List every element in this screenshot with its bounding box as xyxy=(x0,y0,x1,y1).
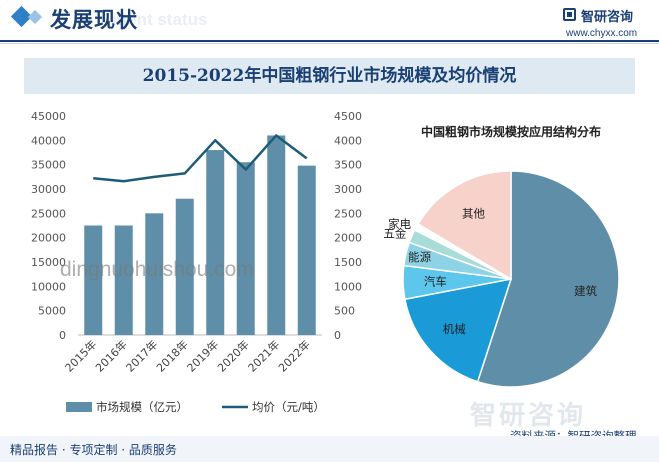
y-right-tick-label: 2000 xyxy=(334,232,362,245)
pie-slice-label: 机械 xyxy=(443,322,466,336)
y-left-tick-label: 10000 xyxy=(31,280,66,293)
brand-name: 智研咨询 xyxy=(581,10,634,25)
y-right-tick-label: 1500 xyxy=(334,256,362,269)
x-tick-label: 2017年 xyxy=(123,337,160,374)
header-divider-thin xyxy=(0,43,659,44)
pie-slice xyxy=(476,170,620,388)
y-left-tick-label: 15000 xyxy=(31,256,66,269)
pie-slice-label: 家电 xyxy=(388,217,411,231)
header-watermark-text: ment status xyxy=(112,10,208,29)
bar xyxy=(236,162,255,335)
legend-bar-label: 市场规模（亿元） xyxy=(96,400,188,414)
brand-url: www.chyxx.com xyxy=(566,28,638,39)
bar xyxy=(175,198,194,335)
bar xyxy=(206,150,225,335)
y-right-tick-label: 3500 xyxy=(334,159,362,172)
chart-title: 2015-2022年中国粗钢行业市场规模及均价情况 xyxy=(142,66,517,86)
page-header: ment status 发展现状 智研咨询 www.chyxx.com xyxy=(0,0,659,48)
y-left-tick-label: 45000 xyxy=(31,110,66,123)
x-tick-label: 2022年 xyxy=(275,337,312,374)
x-tick-label: 2016年 xyxy=(92,337,129,374)
y-left-tick-label: 0 xyxy=(59,329,66,342)
y-right-tick-label: 4000 xyxy=(334,134,362,147)
y-right-tick-label: 3000 xyxy=(334,183,362,196)
legend-line-label: 均价（元/吨） xyxy=(252,400,325,414)
site-watermark: dingnuohuishou.com xyxy=(60,258,254,281)
y-right-tick-label: 1000 xyxy=(334,280,362,293)
y-right-tick-label: 0 xyxy=(334,329,341,342)
pie-slice-label: 建筑 xyxy=(574,284,597,298)
bar xyxy=(84,225,103,335)
y-left-tick-label: 30000 xyxy=(31,183,66,196)
brand-logo-icon xyxy=(563,8,576,21)
bottom-brand-logo: 智研咨询 xyxy=(470,401,587,431)
y-right-tick-label: 2500 xyxy=(334,207,362,220)
x-tick-label: 2018年 xyxy=(153,337,190,374)
price-line xyxy=(93,134,308,183)
bar xyxy=(114,225,133,335)
x-tick-label: 2015年 xyxy=(62,337,99,374)
y-right-tick-label: 500 xyxy=(334,305,355,318)
pie-title: 中国粗钢市场规模按应用结构分布 xyxy=(421,124,601,139)
y-left-tick-label: 5000 xyxy=(38,305,66,318)
chart-title-band xyxy=(24,58,635,94)
y-right-tick-label: 4500 xyxy=(334,110,362,123)
footer-services: 精品报告 · 专项定制 · 品质服务 xyxy=(10,443,177,457)
legend-bar-swatch xyxy=(66,402,92,412)
x-tick-label: 2019年 xyxy=(184,337,221,374)
bar xyxy=(267,135,286,335)
header-divider xyxy=(0,40,659,42)
pie-slice xyxy=(417,170,512,281)
section-title: 发展现状 xyxy=(50,8,138,32)
pie-slice xyxy=(404,278,513,383)
pie-slice-label: 其他 xyxy=(462,206,485,220)
y-left-tick-label: 35000 xyxy=(31,159,66,172)
y-left-tick-label: 40000 xyxy=(31,134,66,147)
y-left-tick-label: 25000 xyxy=(31,207,66,220)
bar xyxy=(297,165,316,335)
x-tick-label: 2020年 xyxy=(214,337,251,374)
pie-slice-label: 五金 xyxy=(383,227,406,241)
x-tick-label: 2021年 xyxy=(245,337,282,374)
y-left-tick-label: 20000 xyxy=(31,232,66,245)
footer-band xyxy=(0,436,659,462)
pie-slice-label: 汽车 xyxy=(424,274,447,288)
pie-slice-label: 能源 xyxy=(408,250,431,264)
bar xyxy=(145,213,164,335)
